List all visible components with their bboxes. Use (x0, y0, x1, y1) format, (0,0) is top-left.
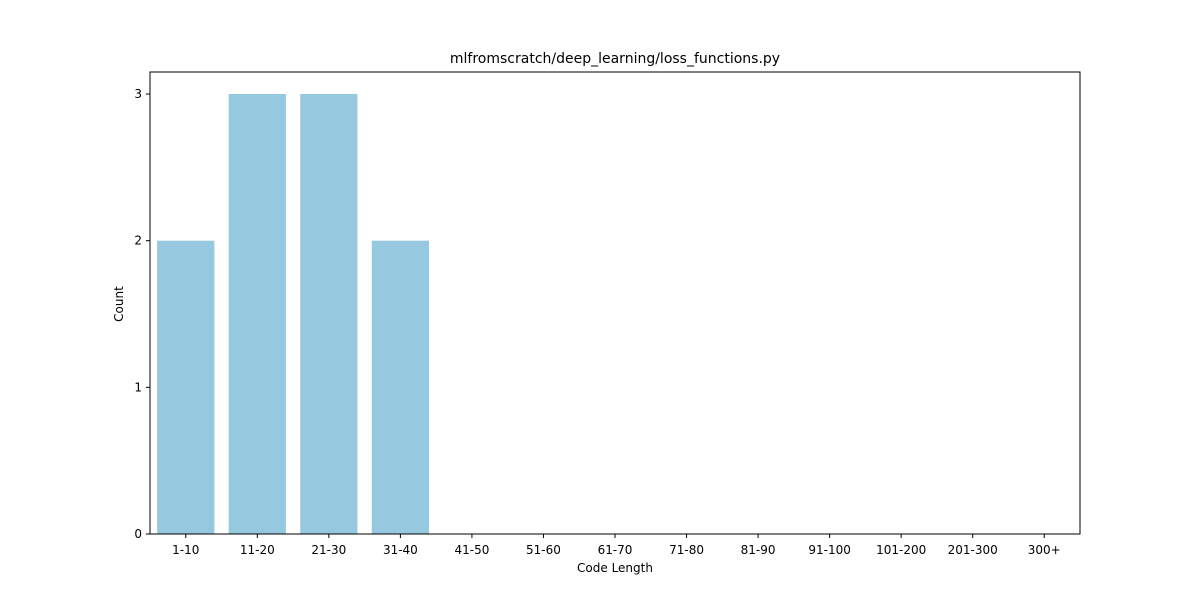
x-tick-label: 300+ (1028, 543, 1061, 557)
x-tick-label: 11-20 (240, 543, 275, 557)
bar-31-40 (371, 240, 429, 534)
x-axis-label: Code Length (577, 561, 653, 575)
bar-11-20 (228, 94, 286, 534)
x-tick-label: 81-90 (741, 543, 776, 557)
chart-title: mlfromscratch/deep_learning/loss_functio… (450, 51, 780, 67)
y-axis: 0 1 2 3 (134, 87, 150, 541)
x-tick-label: 51-60 (526, 543, 561, 557)
x-axis: 1-10 11-20 21-30 31-40 41-50 51-60 61-70 71-80 8… (172, 534, 1061, 557)
x-tick-label: 21-30 (311, 543, 346, 557)
x-tick-label: 31-40 (383, 543, 418, 557)
x-tick-label: 1-10 (172, 543, 199, 557)
bar-21-30 (300, 94, 358, 534)
x-tick-label: 41-50 (454, 543, 489, 557)
x-tick-label: 101-200 (876, 543, 926, 557)
y-tick-label: 2 (134, 234, 142, 248)
y-tick-label: 3 (134, 87, 142, 101)
x-tick-label: 201-300 (948, 543, 998, 557)
bar-1-10 (157, 240, 215, 534)
bars-group (157, 94, 429, 534)
y-tick-label: 1 (134, 380, 142, 394)
plot-frame (149, 71, 1081, 535)
y-tick-label: 0 (134, 527, 142, 541)
x-tick-label: 61-70 (598, 543, 633, 557)
y-axis-label: Count (112, 286, 126, 322)
x-tick-label: 91-100 (808, 543, 851, 557)
x-tick-label: 71-80 (669, 543, 704, 557)
